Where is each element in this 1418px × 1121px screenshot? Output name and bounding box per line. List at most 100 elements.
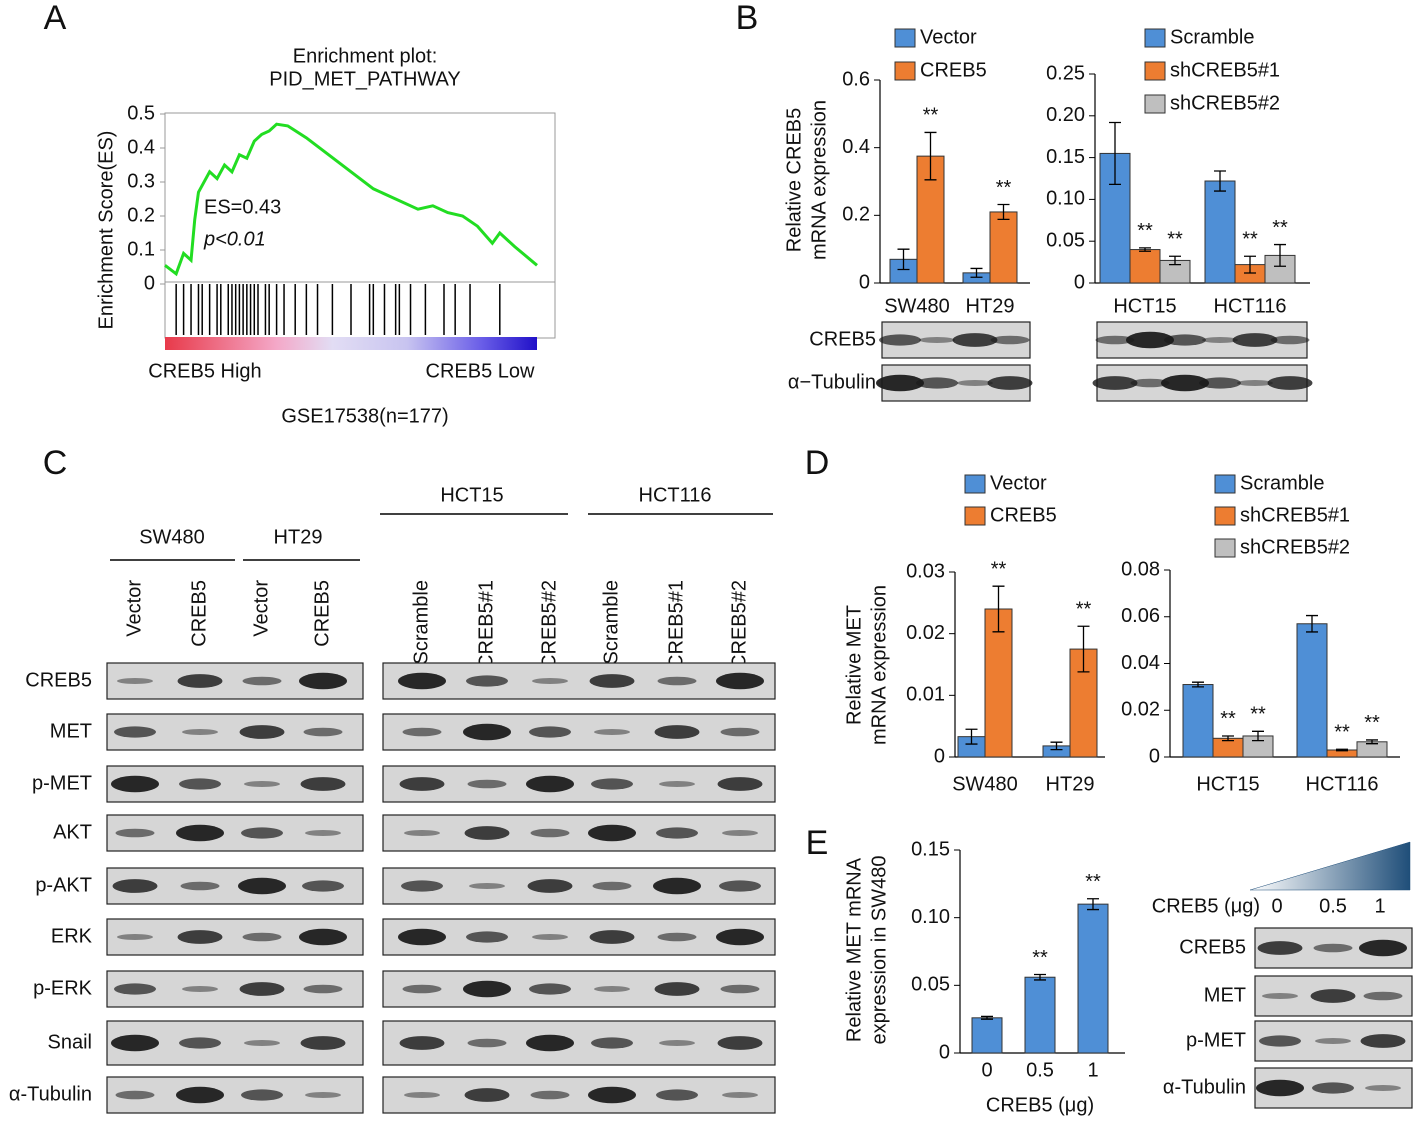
lane-label: Vector bbox=[250, 580, 272, 637]
blot-row-label: MET bbox=[50, 720, 92, 742]
error-bar bbox=[1050, 741, 1063, 751]
band bbox=[1359, 939, 1407, 957]
bar bbox=[1129, 249, 1161, 284]
legend-swatch bbox=[964, 506, 986, 526]
error-bar bbox=[1222, 735, 1234, 742]
band bbox=[1232, 333, 1278, 347]
y-tick-label: 0.08 bbox=[1121, 558, 1160, 580]
y-axis-label: Relative MET bbox=[843, 605, 865, 725]
band bbox=[241, 827, 283, 839]
bar bbox=[1204, 180, 1236, 284]
band bbox=[1199, 377, 1241, 389]
band bbox=[591, 1037, 633, 1049]
blot bbox=[382, 970, 776, 1008]
y-tick-label: 0 bbox=[144, 272, 155, 294]
band bbox=[401, 880, 443, 892]
band bbox=[466, 675, 508, 687]
band bbox=[876, 374, 924, 392]
band bbox=[594, 986, 630, 992]
band bbox=[463, 980, 511, 998]
band bbox=[111, 775, 159, 793]
blot-row-label: MET bbox=[1204, 984, 1246, 1006]
band bbox=[182, 729, 218, 735]
band bbox=[716, 672, 764, 690]
blot bbox=[382, 713, 776, 751]
band bbox=[399, 777, 445, 791]
panel-letter: C bbox=[43, 444, 68, 482]
caption: GSE17538(n=177) bbox=[281, 405, 448, 427]
dose: 1 bbox=[1374, 895, 1385, 917]
blot-row-label: p-MET bbox=[1186, 1029, 1246, 1051]
band bbox=[463, 723, 511, 741]
band bbox=[115, 1090, 155, 1100]
band bbox=[1202, 337, 1238, 343]
group-label: HCT15 bbox=[440, 484, 503, 506]
y-tick-label: 0.02 bbox=[906, 622, 945, 644]
y-axis-label: expression in SW480 bbox=[868, 856, 890, 1045]
dose: 0.5 bbox=[1319, 895, 1347, 917]
error-bar bbox=[1366, 739, 1378, 745]
band bbox=[659, 781, 695, 787]
dose: 0 bbox=[1271, 895, 1282, 917]
band bbox=[176, 1086, 224, 1104]
bar bbox=[1024, 976, 1056, 1054]
band bbox=[526, 775, 574, 793]
band bbox=[239, 725, 285, 739]
y-tick-label: 0.6 bbox=[842, 68, 870, 90]
band bbox=[467, 1038, 507, 1048]
band bbox=[919, 337, 955, 343]
panel-letter: B bbox=[736, 0, 759, 37]
x-tick-label: HCT116 bbox=[1306, 773, 1379, 795]
band bbox=[1259, 1035, 1301, 1047]
dose-gradient bbox=[1249, 841, 1411, 891]
y-axis-label: Enrichment Score(ES) bbox=[95, 131, 117, 330]
panel-letter: D bbox=[805, 444, 830, 482]
annotation: ES=0.43 bbox=[204, 196, 281, 218]
lane-label: Scramble bbox=[410, 580, 432, 664]
y-tick-label: 0.20 bbox=[1046, 104, 1085, 126]
band bbox=[530, 1090, 570, 1100]
bar bbox=[1077, 903, 1109, 1054]
blot-row-label: p-ERK bbox=[33, 977, 93, 999]
band bbox=[399, 1036, 445, 1050]
band bbox=[656, 827, 698, 839]
legend-swatch bbox=[1214, 538, 1236, 558]
band bbox=[117, 934, 153, 940]
band bbox=[719, 880, 761, 892]
y-tick-label: 0 bbox=[859, 271, 870, 293]
blot-row-label: ERK bbox=[51, 925, 93, 947]
significance: ** bbox=[1334, 722, 1350, 744]
legend-swatch bbox=[1144, 94, 1166, 114]
band bbox=[300, 777, 346, 791]
band bbox=[299, 928, 347, 946]
y-tick-label: 0.2 bbox=[127, 204, 155, 226]
y-tick-label: 0.4 bbox=[842, 136, 870, 158]
band bbox=[1262, 993, 1298, 999]
band bbox=[466, 931, 508, 943]
band bbox=[1095, 335, 1135, 345]
es-curve bbox=[164, 122, 538, 277]
blot-row-label: CREB5 bbox=[25, 669, 92, 691]
y-axis-label: Relative CREB5 bbox=[783, 108, 805, 253]
band bbox=[987, 376, 1033, 390]
error-bar bbox=[1306, 614, 1318, 633]
band bbox=[242, 676, 282, 686]
significance: ** bbox=[1220, 708, 1236, 730]
error-bar bbox=[1214, 170, 1226, 192]
blot bbox=[382, 765, 776, 803]
x-tick-label: HT29 bbox=[966, 295, 1015, 317]
x-label: CREB5 Low bbox=[426, 360, 535, 382]
band bbox=[526, 1034, 574, 1052]
error-bar bbox=[924, 131, 937, 181]
blot-row-label: α-Tubulin bbox=[9, 1083, 92, 1105]
significance: ** bbox=[1242, 229, 1258, 251]
lane-label: CREB5 bbox=[188, 580, 210, 647]
y-tick-label: 0.10 bbox=[911, 906, 950, 928]
legend-label: CREB5 bbox=[990, 504, 1057, 526]
y-tick-label: 0.1 bbox=[127, 238, 155, 260]
band bbox=[242, 932, 282, 942]
band bbox=[303, 727, 343, 737]
error-bar bbox=[1034, 973, 1046, 981]
band bbox=[1360, 1034, 1406, 1048]
band bbox=[529, 726, 571, 738]
